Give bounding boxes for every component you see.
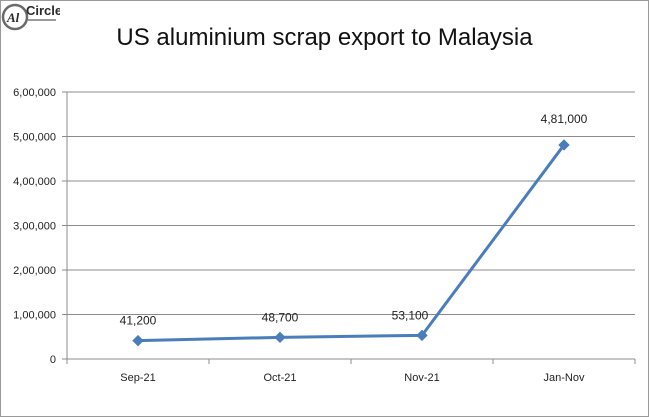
- y-tick-label: 5,00,000: [13, 132, 56, 144]
- data-point-marker: [132, 334, 144, 347]
- chart-title: US aluminium scrap export to Malaysia: [116, 24, 533, 51]
- data-point-marker: [274, 331, 286, 344]
- x-tick-label: Oct-21: [263, 372, 296, 384]
- y-tick-label: 4,00,000: [13, 176, 56, 188]
- data-label: 48,700: [262, 310, 299, 324]
- y-axis: 0 1,00,000 2,00,000 3,00,000 4,00,000 5,00,00…: [13, 87, 68, 366]
- data-label: 53,100: [392, 308, 429, 322]
- alcircle-logo: Al Circle: [1, 3, 60, 31]
- data-label: 41,200: [120, 314, 157, 328]
- y-tick-label: 2,00,000: [13, 265, 56, 277]
- svg-text:Circle: Circle: [26, 3, 60, 18]
- y-tick-label: 0: [50, 354, 56, 366]
- data-labels: 41,200 48,700 53,100 4,81,000: [120, 112, 588, 328]
- y-tick-label: 6,00,000: [13, 87, 56, 99]
- x-tick-label: Nov-21: [404, 372, 439, 384]
- data-label: 4,81,000: [541, 112, 588, 126]
- x-tick-label: Sep-21: [120, 372, 155, 384]
- svg-text:Al: Al: [6, 10, 20, 25]
- series-polyline: [137, 144, 566, 343]
- x-tick-label: Jan-Nov: [544, 372, 585, 384]
- gridlines: [67, 91, 635, 315]
- data-point-marker: [416, 329, 428, 342]
- data-point-marker: [558, 139, 570, 151]
- x-axis: Sep-21 Oct-21 Nov-21 Jan-Nov: [62, 358, 636, 384]
- y-tick-label: 1,00,000: [13, 310, 56, 322]
- y-tick-label: 3,00,000: [13, 221, 56, 233]
- series-line: [132, 139, 570, 347]
